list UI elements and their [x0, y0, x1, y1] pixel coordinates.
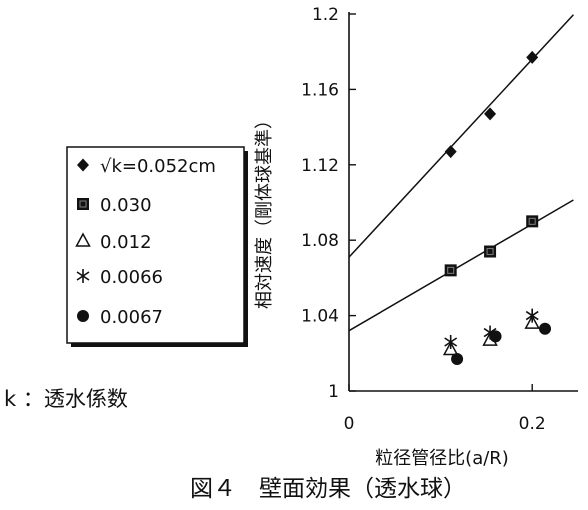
legend-box-shadow-bottom	[71, 343, 248, 347]
legend-marker-diamond	[77, 158, 89, 172]
point-asterisk-2	[525, 308, 539, 323]
legend-marker-square	[77, 198, 89, 210]
point-square-2-shape	[526, 215, 539, 228]
point-square-2	[526, 215, 539, 228]
legend-marker-circle-shape	[77, 310, 89, 322]
y-tick-label: 1.12	[301, 156, 339, 176]
trend-line-1	[348, 199, 574, 332]
legend-label-0: √k=0.052cm	[100, 156, 216, 177]
point-circle-0	[451, 352, 464, 365]
point-diamond-0-shape	[444, 145, 457, 159]
x-tick-label: 0.2	[519, 414, 546, 434]
legend-marker-asterisk-stroke-2	[76, 271, 90, 281]
legend-label-1: 0.030	[100, 195, 152, 216]
y-axis-title: 相対速度（剛体球基準）	[254, 111, 275, 309]
y-tick-label: 1	[328, 382, 339, 402]
point-asterisk-1-stroke-2	[483, 327, 497, 338]
legend-label-2: 0.012	[100, 232, 152, 253]
point-square-0-shape	[444, 264, 457, 277]
legend-label-4: 0.0067	[100, 307, 163, 328]
point-diamond-1	[484, 107, 497, 121]
point-circle-0-shape	[451, 352, 464, 365]
point-circle-2	[539, 322, 552, 335]
legend-marker-asterisk	[76, 269, 90, 283]
point-square-0	[444, 264, 457, 277]
plot-area: 1 1.04 1.08 1.12 1.16 1.2 0 0.2 粒径管径比(a/R) 相対速度（剛…	[254, 5, 578, 469]
legend-marker-diamond-shape	[77, 158, 89, 172]
figure-caption: 図４ 壁面効果（透水球）	[190, 476, 466, 502]
y-tick-label: 1.08	[301, 231, 339, 251]
point-diamond-0	[444, 145, 457, 159]
legend-marker-square-inner	[79, 200, 87, 208]
point-circle-1	[489, 330, 502, 343]
point-square-1	[484, 245, 497, 258]
point-square-1-shape	[484, 245, 497, 258]
y-tick-label: 1.16	[301, 80, 339, 100]
point-square-1-inner	[486, 247, 494, 256]
legend-marker-triangle	[75, 232, 91, 247]
legend: √k=0.052cm 0.030 0.012 0.0066 0.0067	[66, 146, 248, 347]
x-tick-label: 0	[344, 414, 355, 434]
point-asterisk-2-stroke-2	[525, 310, 539, 321]
point-square-0-inner	[447, 266, 455, 274]
legend-box-shadow-right	[244, 151, 248, 347]
y-tick-label: 1.2	[312, 5, 339, 25]
x-axis-title: 粒径管径比(a/R)	[375, 448, 509, 469]
trend-line-0	[348, 14, 574, 258]
legend-label-3: 0.0066	[100, 267, 163, 288]
point-diamond-1-shape	[484, 107, 497, 121]
legend-box	[66, 146, 245, 344]
point-asterisk-0	[444, 334, 458, 349]
legend-marker-square-shape	[77, 198, 89, 210]
point-diamond-2-shape	[526, 50, 539, 64]
y-tick-label: 1.04	[301, 307, 339, 327]
legend-marker-triangle-shape	[75, 232, 91, 247]
point-square-2-inner	[528, 217, 536, 225]
legend-marker-circle	[77, 310, 89, 322]
key-note: k ：透水係数	[4, 387, 128, 411]
point-asterisk-0-stroke-2	[444, 337, 458, 347]
point-circle-2-shape	[539, 322, 552, 335]
point-circle-1-shape	[489, 330, 502, 343]
point-diamond-2	[526, 50, 539, 64]
